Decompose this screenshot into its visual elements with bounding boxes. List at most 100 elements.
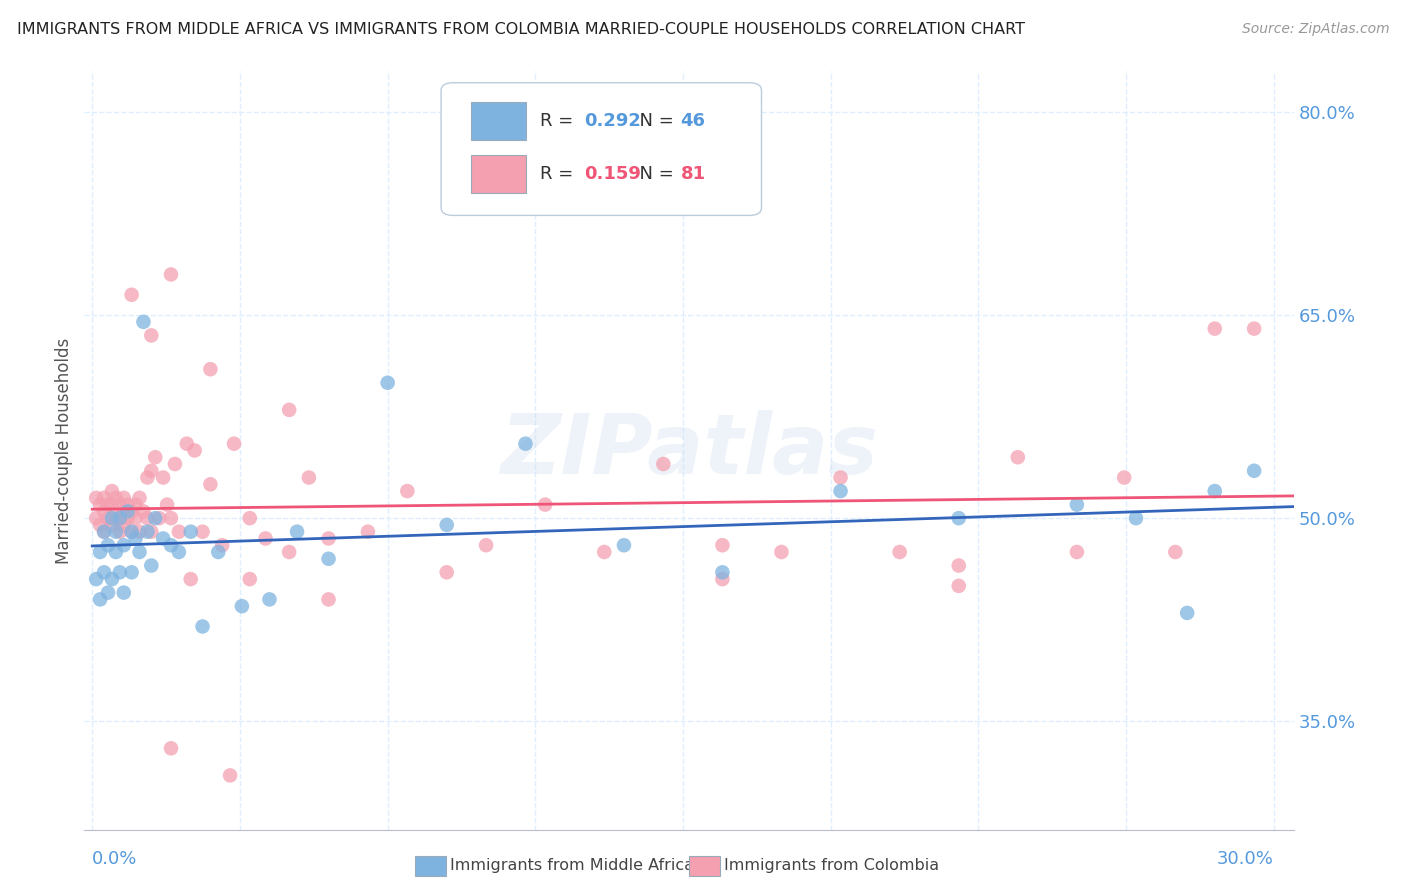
Point [211,538,233,552]
Text: 0.0%: 0.0% [93,850,138,868]
Point [141,328,163,343]
Point [128,545,150,559]
Text: Immigrants from Colombia: Immigrants from Colombia [724,858,939,872]
Point [1125,511,1147,525]
Point [219,768,242,782]
Point [89,517,111,532]
Point [160,268,183,282]
Point [104,511,127,525]
Point [136,511,159,525]
Point [93,504,115,518]
Point [948,511,970,525]
Point [84,572,107,586]
Point [231,599,253,614]
Point [1066,498,1088,512]
Point [239,511,262,525]
Point [104,524,127,539]
Point [104,545,127,559]
Point [1114,470,1136,484]
Text: R =: R = [540,112,579,129]
Point [121,566,143,580]
Point [200,362,222,376]
Point [396,484,419,499]
Point [1175,606,1198,620]
Text: N =: N = [628,112,681,129]
Point [89,545,111,559]
Point [121,524,143,539]
FancyBboxPatch shape [471,102,526,140]
Point [101,517,124,532]
Point [1243,321,1265,335]
Point [84,511,107,525]
Point [948,558,970,573]
Point [121,524,143,539]
Point [1204,321,1226,335]
Point [141,558,163,573]
Point [191,619,214,633]
Point [128,491,150,505]
Point [278,402,301,417]
Point [948,579,970,593]
Point [108,511,131,525]
Point [475,538,498,552]
Point [200,477,222,491]
Point [84,491,107,505]
Point [711,572,734,586]
Point [357,524,380,539]
Point [141,464,163,478]
Point [318,551,340,566]
Point [148,511,170,525]
Point [160,538,183,552]
Point [163,457,186,471]
Point [117,504,139,518]
Point [112,517,135,532]
Point [191,524,214,539]
Point [136,524,159,539]
Point [318,532,340,546]
Point [101,572,124,586]
Point [124,498,146,512]
Y-axis label: Married-couple Households: Married-couple Households [55,337,73,564]
Point [93,566,115,580]
Point [254,532,277,546]
Point [112,504,135,518]
Point [1164,545,1187,559]
Point [97,511,120,525]
Point [436,566,458,580]
Point [1007,450,1029,465]
Point [180,572,202,586]
Point [117,511,139,525]
FancyBboxPatch shape [471,155,526,193]
Point [108,566,131,580]
Point [180,524,202,539]
Text: 81: 81 [681,165,706,183]
Point [830,470,852,484]
Point [160,741,183,756]
Point [167,524,190,539]
Point [97,538,120,552]
Point [167,545,190,559]
Point [93,524,115,539]
Point [239,572,262,586]
Point [97,498,120,512]
Point [112,585,135,599]
Point [176,436,198,450]
Point [152,470,174,484]
Point [711,566,734,580]
Point [259,592,281,607]
Point [534,498,557,512]
Point [183,443,205,458]
Point [108,524,131,539]
Point [160,511,183,525]
Text: ZIPatlas: ZIPatlas [501,410,877,491]
Point [136,470,159,484]
Point [108,498,131,512]
Point [711,538,734,552]
Point [652,457,675,471]
Point [101,484,124,499]
Point [152,532,174,546]
Point [889,545,911,559]
Point [101,498,124,512]
Point [112,491,135,505]
Point [1204,484,1226,499]
